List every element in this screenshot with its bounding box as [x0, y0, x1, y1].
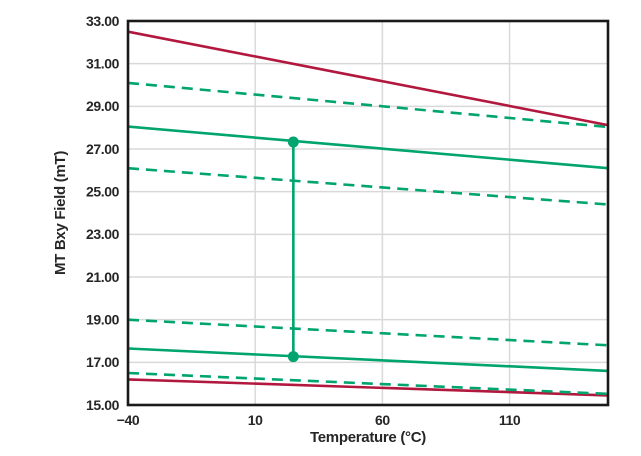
- x-tick-label: 10: [248, 412, 263, 428]
- series-lower-tolerance-dashed-outer: [127, 318, 609, 347]
- x-tick-label: 110: [499, 412, 521, 428]
- series-lower-tolerance-dashed-inner: [127, 371, 609, 396]
- series-lower-min-red: [127, 378, 609, 397]
- series-upper-tolerance-dashed-inner: [127, 166, 609, 206]
- series-upper-max-red: [127, 30, 609, 127]
- y-tick-label: 33.00: [86, 13, 120, 29]
- series-lower-typical-solid: [127, 347, 609, 373]
- series-upper-typical-solid: [127, 125, 609, 170]
- y-tick-label: 23.00: [86, 226, 120, 242]
- y-tick-label: 19.00: [86, 312, 120, 328]
- y-tick-label: 15.00: [86, 397, 120, 413]
- y-tick-label: 29.00: [86, 98, 120, 114]
- y-tick-label: 27.00: [86, 141, 120, 157]
- y-tick-label: 25.00: [86, 184, 120, 200]
- connector-marker: [287, 351, 299, 363]
- x-axis-title: Temperature (°C): [310, 429, 426, 446]
- series-upper-tolerance-dashed-outer: [127, 81, 609, 129]
- connector-marker: [287, 136, 299, 148]
- y-tick-label: 21.00: [86, 269, 120, 285]
- y-tick-label: 31.00: [86, 56, 120, 72]
- y-axis-title: MT Bxy Field (mT): [52, 151, 69, 275]
- plot-frame: [126, 19, 610, 407]
- x-tick-label: 60: [375, 412, 390, 428]
- y-tick-label: 17.00: [86, 354, 120, 370]
- x-tick-label: −40: [117, 412, 140, 428]
